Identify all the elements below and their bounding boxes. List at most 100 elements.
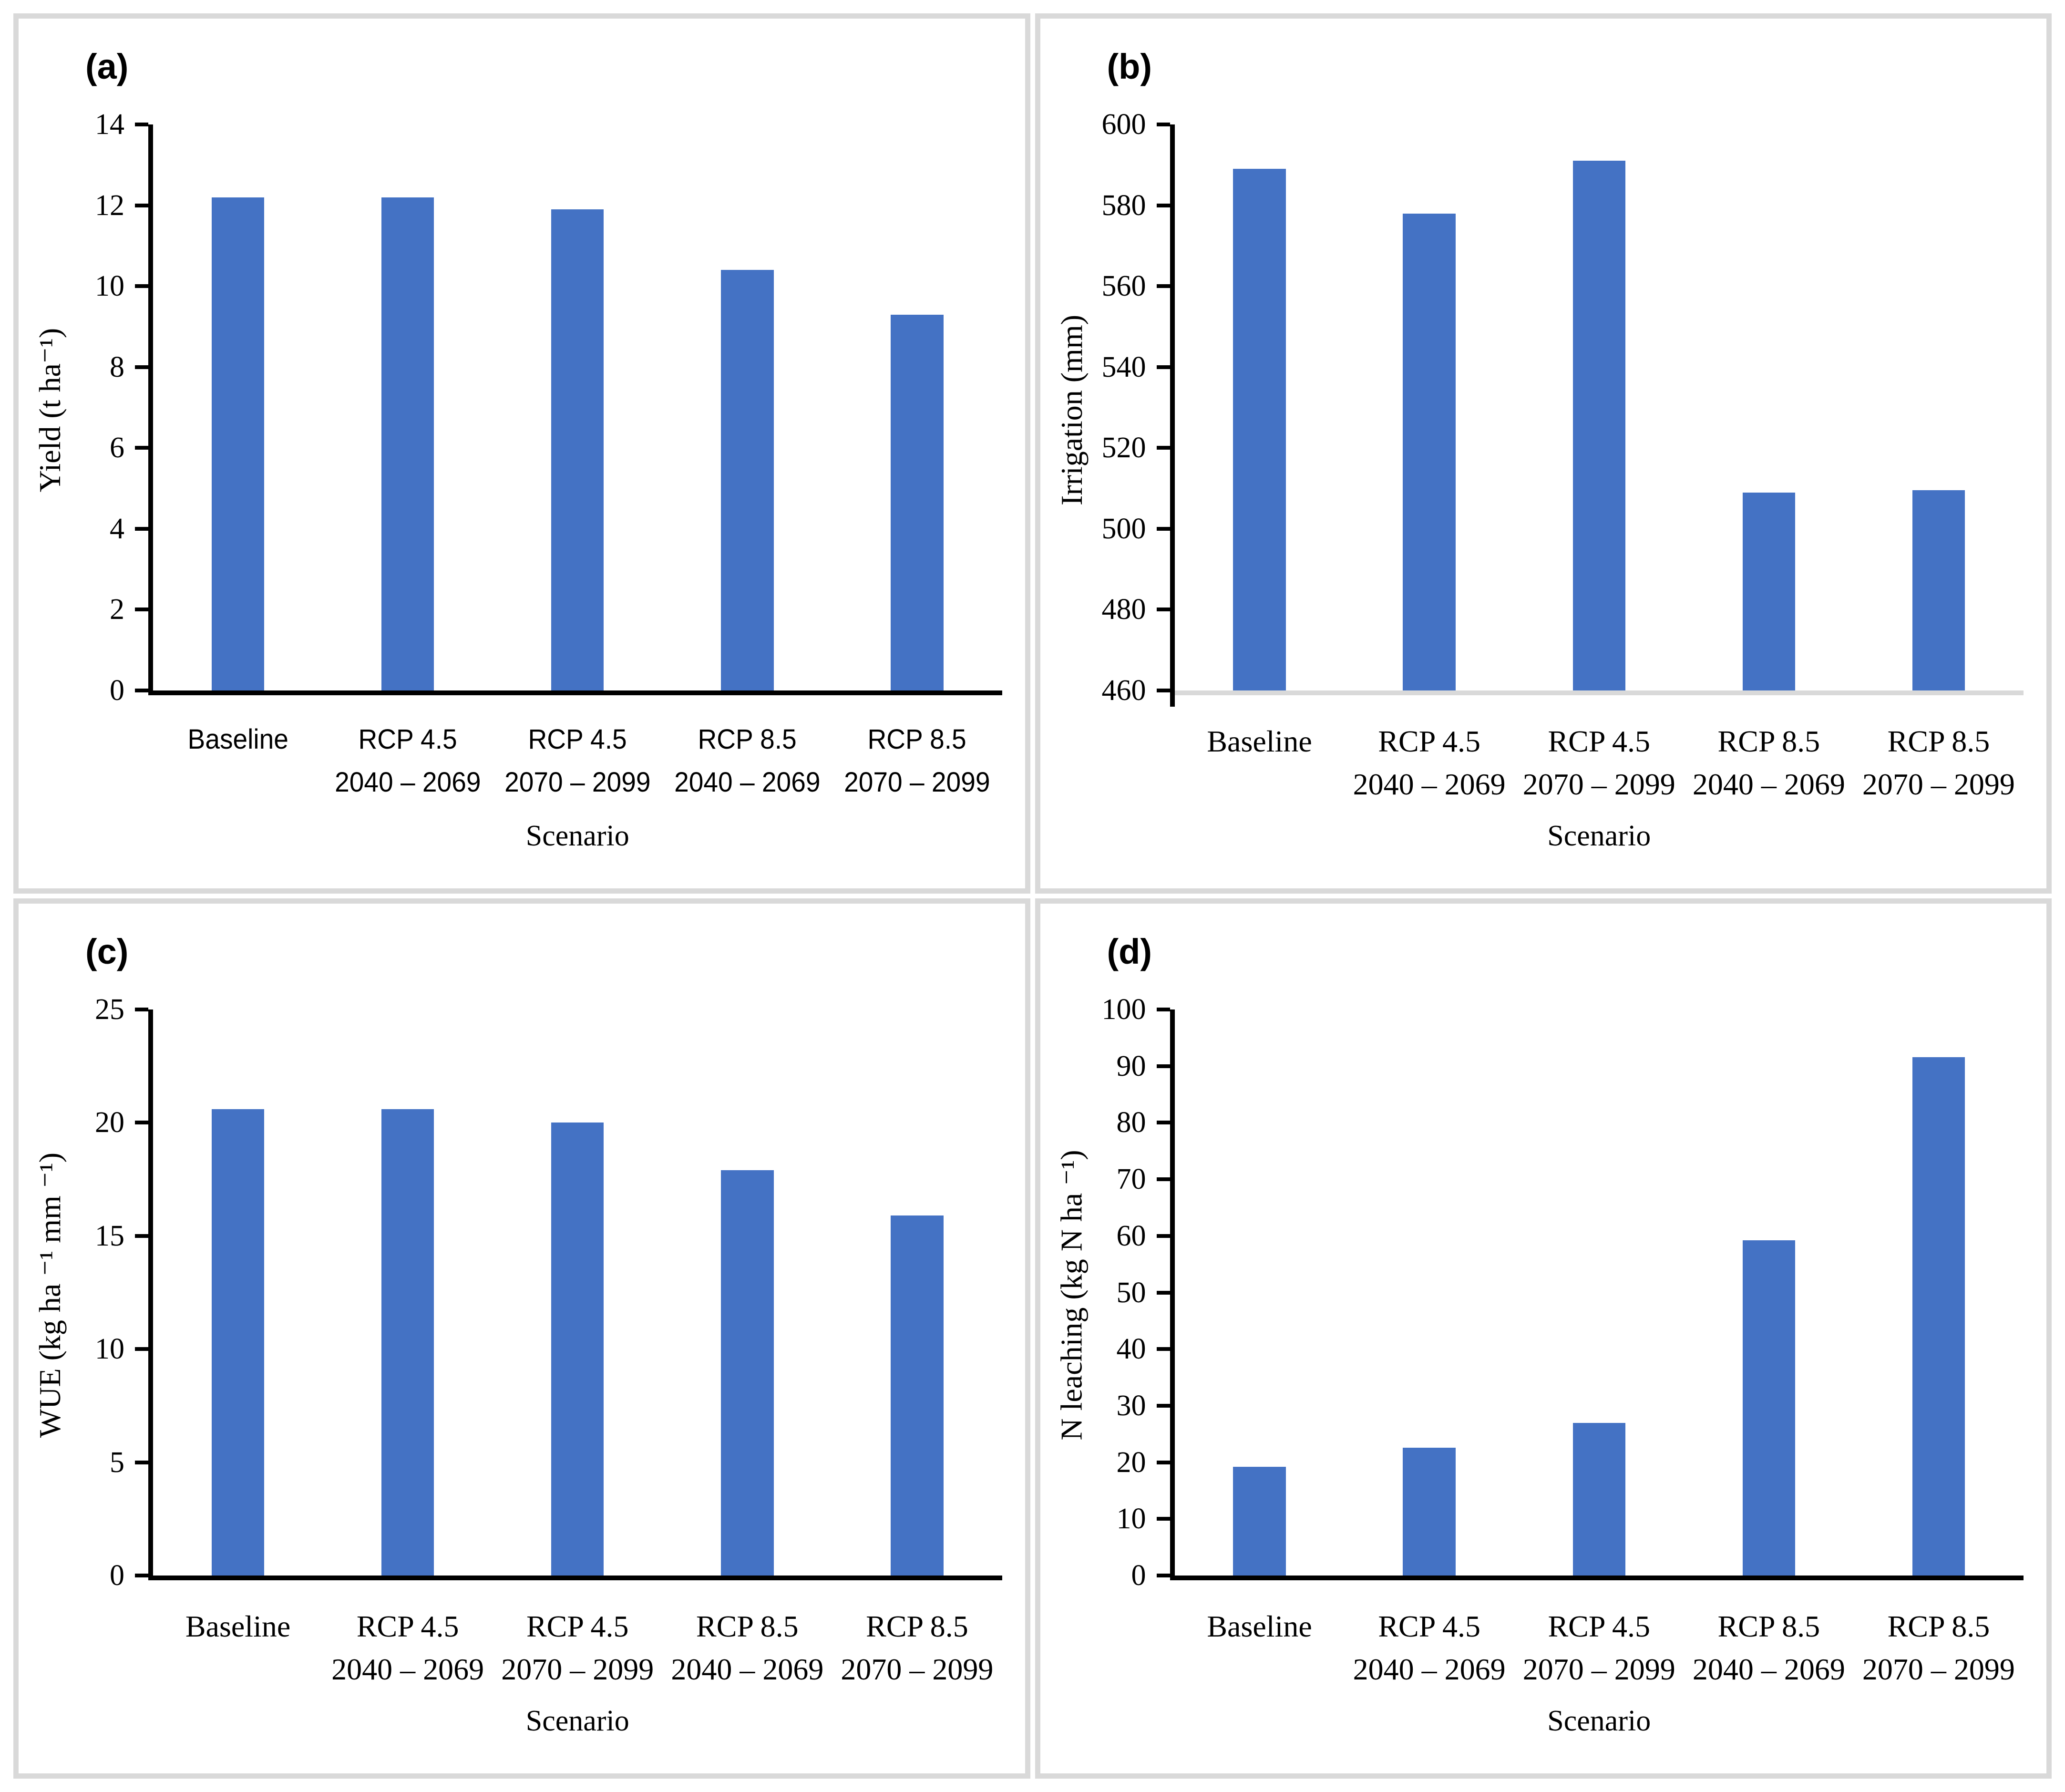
- x-period-cell: [153, 767, 323, 799]
- bars: [153, 1009, 1002, 1576]
- y-tick: 6: [110, 433, 148, 463]
- x-period-cell: [1175, 767, 1345, 802]
- x-category-label: RCP 4.5: [356, 1609, 459, 1643]
- x-category-cell: RCP 8.5: [1854, 724, 2024, 759]
- y-tick: 500: [1102, 514, 1170, 544]
- x-category-row-2: 2040 – 2069 2070 – 2099 2040 – 2069 2070 – …: [153, 767, 1002, 799]
- bar-slot: [1175, 124, 1345, 690]
- bar: [211, 197, 265, 690]
- x-period-cell: 2070 – 2099: [1514, 767, 1684, 802]
- y-tick: 14: [95, 110, 148, 139]
- y-tick-label: 520: [1101, 432, 1146, 464]
- x-category-cell: RCP 4.5: [493, 724, 662, 756]
- x-category-label: RCP 4.5: [1548, 724, 1651, 758]
- y-tick: 12: [95, 191, 148, 220]
- y-tick: 10: [1117, 1504, 1170, 1534]
- tick-mark: [1156, 203, 1170, 207]
- x-category-label: RCP 8.5: [867, 724, 967, 755]
- x-period-cell: 2070 – 2099: [832, 1652, 1002, 1687]
- bar: [551, 209, 604, 690]
- bar-slot: [1684, 1009, 1854, 1576]
- y-tick: 0: [110, 1561, 148, 1590]
- x-period-cell: 2070 – 2099: [493, 1652, 662, 1687]
- x-period-label: 2070 – 2099: [1862, 1652, 2015, 1686]
- y-tick-label: 560: [1101, 270, 1146, 303]
- x-period-cell: 2040 – 2069: [1345, 1652, 1514, 1687]
- x-category-cell: RCP 4.5: [323, 724, 493, 756]
- x-category-cell: RCP 4.5: [493, 1609, 662, 1644]
- y-tick: 20: [95, 1108, 148, 1137]
- bar-slot: [1854, 124, 2024, 690]
- y-tick-label: 5: [110, 1446, 124, 1479]
- bar-slot: [493, 124, 662, 690]
- y-tick: 600: [1102, 110, 1170, 139]
- tick-mark: [1156, 1234, 1170, 1238]
- x-category-cell: RCP 8.5: [1684, 1609, 1854, 1644]
- panel-a: (a) Yield (t ha⁻¹) 0 2 4 6 8 10 12 14 Baseline R…: [13, 13, 1030, 894]
- y-tick-label: 20: [95, 1106, 124, 1139]
- y-ticks: 460 480 500 520 540 560 580 600: [1040, 110, 1170, 705]
- bar-slot: [832, 124, 1002, 690]
- tick-mark: [135, 365, 148, 369]
- y-tick-label: 8: [110, 350, 124, 383]
- x-period-cell: 2040 – 2069: [323, 1652, 493, 1687]
- plot-area: [153, 124, 1002, 695]
- y-tick-label: 50: [1116, 1276, 1146, 1309]
- plot-area: [1174, 124, 2024, 695]
- bar: [1233, 169, 1286, 690]
- x-category-label: RCP 4.5: [1378, 1609, 1480, 1643]
- y-tick-label: 10: [95, 270, 124, 303]
- x-category-label: RCP 8.5: [1887, 724, 1990, 758]
- x-category-cell: Baseline: [153, 724, 323, 756]
- bar: [1912, 490, 1965, 690]
- x-category-label: RCP 8.5: [698, 724, 797, 755]
- x-period-label: 2070 – 2099: [1522, 1652, 1675, 1686]
- bars: [1175, 1009, 2024, 1576]
- bar-slot: [493, 1009, 662, 1576]
- y-tick: 90: [1117, 1051, 1170, 1081]
- x-category-row-1: Baseline RCP 4.5 RCP 4.5 RCP 8.5 RCP 8.5: [153, 1609, 1002, 1644]
- x-period-label: 2040 – 2069: [671, 1652, 824, 1686]
- tick-mark: [1156, 1574, 1170, 1577]
- x-category-cell: RCP 4.5: [1345, 1609, 1514, 1644]
- x-category-label: RCP 4.5: [1378, 724, 1480, 758]
- tick-mark: [135, 123, 148, 126]
- x-period-label: 2040 – 2069: [331, 1652, 484, 1686]
- x-category-row-1: Baseline RCP 4.5 RCP 4.5 RCP 8.5 RCP 8.5: [1175, 724, 2024, 759]
- x-period-cell: 2070 – 2099: [1854, 1652, 2024, 1687]
- x-category-label: RCP 8.5: [1717, 724, 1820, 758]
- panel-label: (b): [1107, 47, 1152, 86]
- x-period-label: 2070 – 2099: [1862, 767, 2015, 801]
- x-category-label: RCP 8.5: [1717, 1609, 1820, 1643]
- x-axis-title: Scenario: [1547, 1705, 1651, 1737]
- bar-slot: [153, 124, 323, 690]
- x-category-cell: RCP 8.5: [832, 724, 1002, 756]
- bar: [1233, 1467, 1286, 1576]
- x-period-cell: 2070 – 2099: [1514, 1652, 1684, 1687]
- bar: [891, 314, 944, 690]
- bar: [721, 1170, 774, 1576]
- y-tick: 20: [1117, 1448, 1170, 1477]
- y-tick-label: 0: [110, 674, 124, 707]
- x-category-label: RCP 4.5: [358, 724, 457, 755]
- bar-slot: [1175, 1009, 1345, 1576]
- tick-mark: [135, 1347, 148, 1351]
- x-category-cell: RCP 8.5: [662, 1609, 832, 1644]
- bar: [1403, 213, 1456, 690]
- bar: [891, 1215, 944, 1576]
- x-category-row-2: 2040 – 2069 2070 – 2099 2040 – 2069 2070 – …: [1175, 1652, 2024, 1687]
- bar-slot: [1345, 1009, 1514, 1576]
- x-axis-line: [153, 690, 1002, 695]
- panel-label: (d): [1107, 932, 1152, 971]
- y-tick: 5: [110, 1448, 148, 1477]
- x-category-cell: Baseline: [1175, 724, 1345, 759]
- x-axis-line: [153, 1576, 1002, 1580]
- y-tick-label: 2: [110, 593, 124, 626]
- figure-grid: (a) Yield (t ha⁻¹) 0 2 4 6 8 10 12 14 Baseline R…: [13, 13, 2052, 1779]
- bars: [1175, 124, 2024, 690]
- x-axis-line: [1174, 690, 2024, 695]
- tick-mark: [135, 608, 148, 612]
- bar-slot: [1514, 1009, 1684, 1576]
- x-category-label: RCP 4.5: [528, 724, 627, 755]
- tick-mark: [1156, 526, 1170, 531]
